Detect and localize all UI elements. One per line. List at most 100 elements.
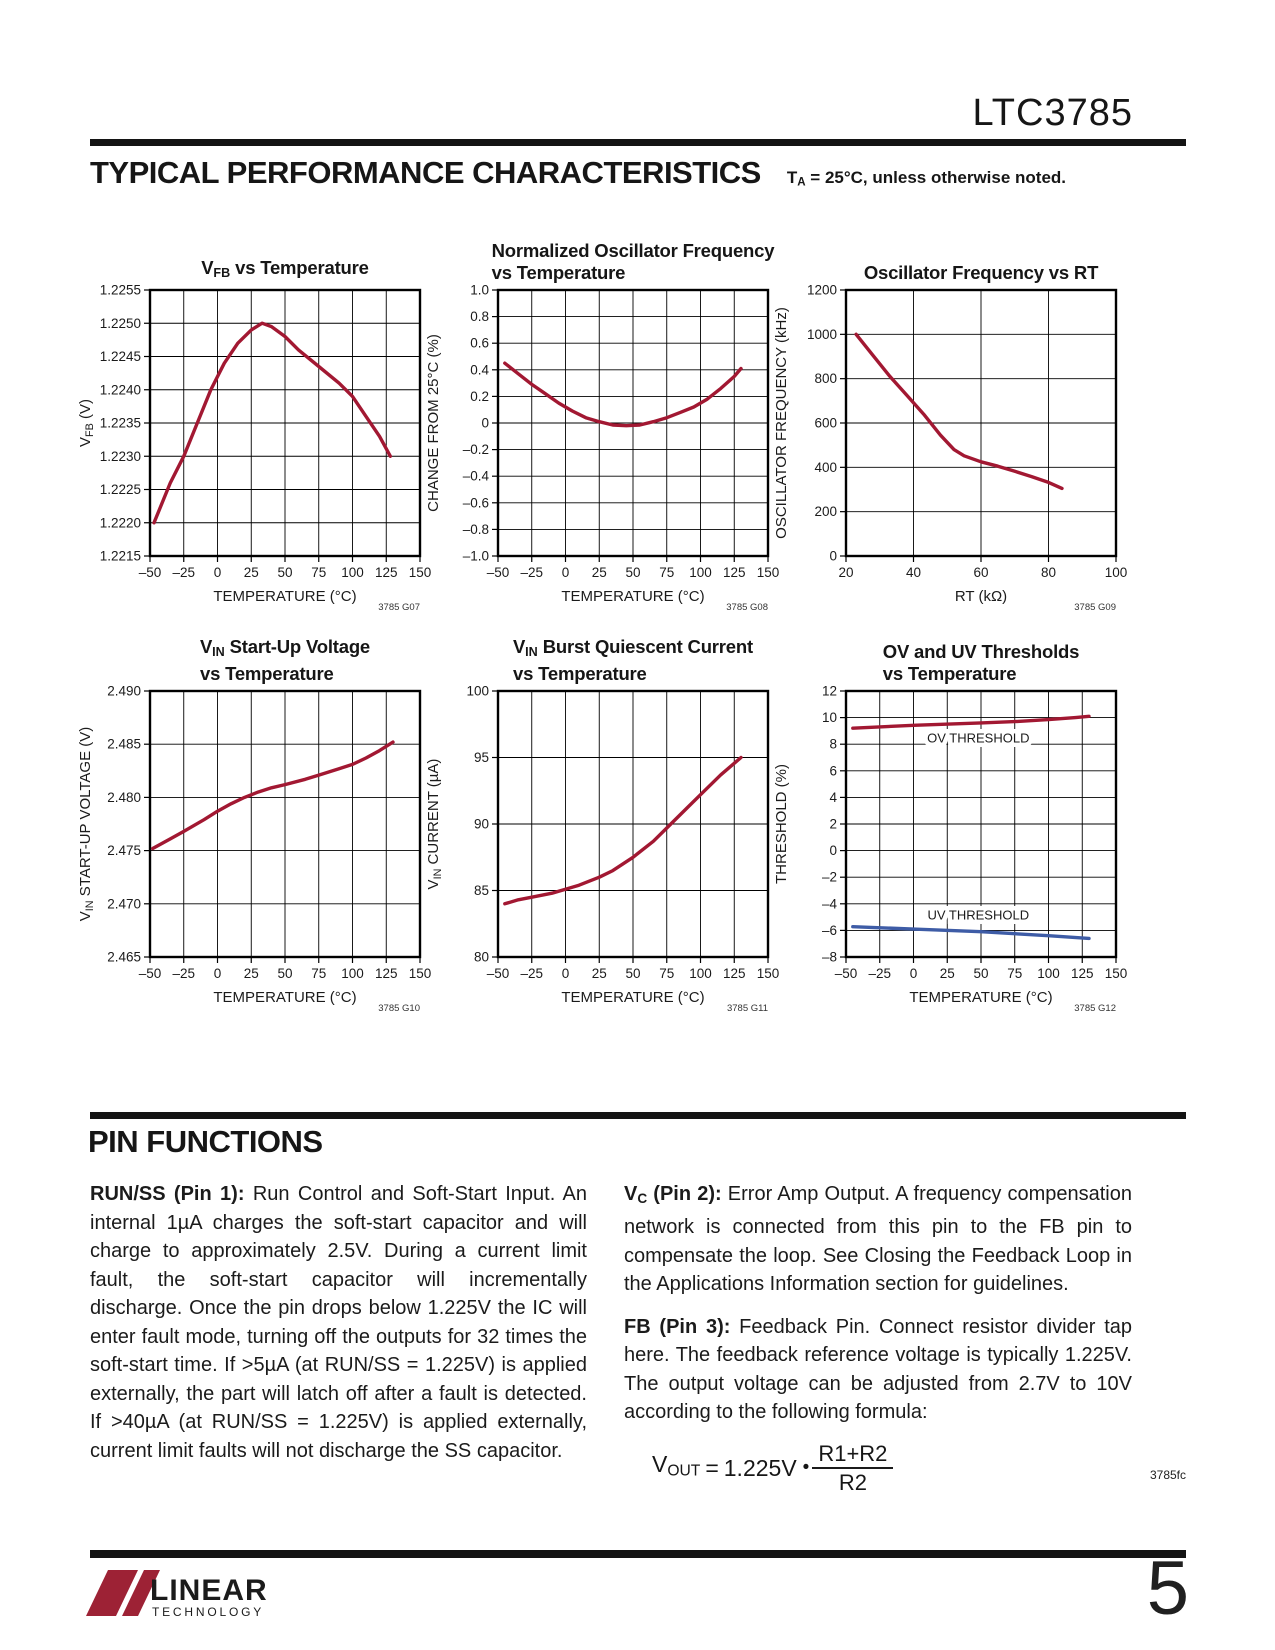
chart-vfb-vs-temperature: VFB vs Temperature –50 –25 0 25 50 75 100 125 15… bbox=[76, 228, 431, 614]
curve-annotation: UV THRESHOLD bbox=[927, 908, 1029, 923]
pin-1-description: RUN/SS (Pin 1): Run Control and Soft-Sta… bbox=[90, 1180, 587, 1465]
x-tick-label: 40 bbox=[906, 565, 921, 580]
x-axis-label: TEMPERATURE (°C) bbox=[213, 588, 356, 605]
chart-id: 3785 G09 bbox=[1074, 602, 1116, 613]
y-tick-label: 1.2240 bbox=[100, 382, 141, 397]
chart-title: Oscillator Frequency vs RT bbox=[836, 228, 1126, 284]
x-axis-label: TEMPERATURE (°C) bbox=[561, 588, 704, 605]
y-tick-label: 1.2225 bbox=[100, 482, 141, 497]
x-tick-label: 75 bbox=[659, 565, 674, 580]
chart-canvas: –50 –25 0 25 50 75 100 125 150 100 95 90 85 80 TEMPERA… bbox=[425, 684, 779, 1007]
y-tick-label: 2.475 bbox=[107, 843, 141, 858]
pin-functions-rule bbox=[90, 1112, 1186, 1119]
pin-functions-right-column: VC (Pin 2): Error Amp Output. A frequenc… bbox=[624, 1180, 1132, 1496]
x-tick-label: 125 bbox=[723, 565, 746, 580]
x-axis-label: TEMPERATURE (°C) bbox=[561, 989, 704, 1006]
pin-2-description: VC (Pin 2): Error Amp Output. A frequenc… bbox=[624, 1180, 1132, 1299]
series-osc-freq bbox=[854, 332, 1064, 491]
x-tick-label: 150 bbox=[1105, 966, 1128, 981]
chart-normalized-oscillator-frequency: Normalized Oscillator Frequency vs Temper… bbox=[424, 228, 779, 614]
plot-border bbox=[496, 288, 770, 558]
y-axis-label: OSCILLATOR FREQUENCY (kHz) bbox=[773, 307, 790, 539]
y-tick-label: 1.0 bbox=[470, 283, 489, 298]
x-tick-label: 0 bbox=[214, 565, 222, 580]
x-tick-label: –25 bbox=[520, 565, 543, 580]
y-tick-label: 2 bbox=[829, 817, 837, 832]
x-tick-label: 100 bbox=[689, 966, 712, 981]
y-tick-label: 90 bbox=[474, 817, 489, 832]
formula-multiply-dot: • bbox=[802, 1457, 810, 1479]
curve-annotation: OV THRESHOLD bbox=[927, 731, 1029, 746]
y-tick-label: 1.2220 bbox=[100, 515, 141, 530]
lt-logo-mark-right bbox=[122, 1570, 160, 1616]
y-tick-label: 800 bbox=[814, 371, 837, 386]
x-tick-label: –25 bbox=[868, 966, 891, 981]
y-tick-label: 1200 bbox=[807, 283, 837, 298]
x-tick-label: 150 bbox=[757, 966, 780, 981]
x-tick-label: 100 bbox=[1105, 565, 1128, 580]
chart-title: Normalized Oscillator Frequency vs Temper… bbox=[488, 228, 778, 284]
pin-functions-left-column: RUN/SS (Pin 1): Run Control and Soft-Sta… bbox=[90, 1180, 587, 1479]
chart-vin-burst-quiescent-current: VIN Burst Quiescent Current vs Temperatur… bbox=[424, 629, 779, 1015]
chart-title: OV and UV Thresholds vs Temperature bbox=[836, 629, 1126, 685]
x-tick-label: 0 bbox=[562, 565, 570, 580]
formula-denominator: R2 bbox=[812, 1467, 894, 1495]
x-tick-label: 50 bbox=[973, 966, 988, 981]
chart-canvas: –50 –25 0 25 50 75 100 125 150 1.0 0.8 0.6 0.4 0.2 0 –0… bbox=[425, 283, 779, 606]
series-vfb bbox=[152, 321, 392, 525]
x-tick-label: 100 bbox=[1037, 966, 1060, 981]
pin-2-body: Error Amp Output. A frequency compensati… bbox=[624, 1183, 1132, 1296]
y-tick-label: 0 bbox=[481, 416, 489, 431]
x-tick-label: 100 bbox=[341, 565, 364, 580]
chart-title-text: OV and UV Thresholds vs Temperature bbox=[882, 641, 1080, 684]
y-tick-label: –4 bbox=[822, 896, 838, 911]
plot-border bbox=[844, 288, 1118, 558]
y-axis-label: VIN START-UP VOLTAGE (V) bbox=[77, 727, 96, 921]
x-tick-label: 25 bbox=[244, 565, 259, 580]
x-tick-label: –50 bbox=[487, 966, 510, 981]
linear-technology-logo: LINEAR TECHNOLOGY bbox=[86, 1570, 267, 1619]
y-tick-label: 0.4 bbox=[470, 362, 489, 377]
footer-rule bbox=[90, 1550, 1186, 1558]
series-vin-current bbox=[503, 755, 743, 906]
chart-id: 3785 G08 bbox=[726, 602, 768, 613]
x-tick-label: –50 bbox=[487, 565, 510, 580]
pin-3-description: FB (Pin 3): Feedback Pin. Connect resist… bbox=[624, 1313, 1132, 1427]
header-rule bbox=[90, 139, 1186, 146]
x-tick-label: 125 bbox=[723, 966, 746, 981]
y-tick-label: 80 bbox=[474, 950, 489, 965]
y-tick-label: 1000 bbox=[807, 327, 837, 342]
plot-border bbox=[148, 689, 422, 959]
x-tick-label: 25 bbox=[592, 966, 607, 981]
chart-title-text: Oscillator Frequency vs RT bbox=[863, 262, 1099, 283]
y-tick-label: –0.4 bbox=[463, 469, 490, 484]
y-tick-label: 2.470 bbox=[107, 896, 141, 911]
y-tick-label: –2 bbox=[822, 870, 837, 885]
x-tick-label: 75 bbox=[659, 966, 674, 981]
x-tick-label: 125 bbox=[1071, 966, 1094, 981]
x-tick-label: 0 bbox=[214, 966, 222, 981]
y-tick-label: 0.6 bbox=[470, 336, 489, 351]
pin-functions-title: PIN FUNCTIONS bbox=[88, 1124, 323, 1159]
section-title: TYPICAL PERFORMANCE CHARACTERISTICS bbox=[90, 155, 761, 190]
x-tick-label: 75 bbox=[311, 565, 326, 580]
x-tick-label: 150 bbox=[757, 565, 780, 580]
y-tick-label: 1.2215 bbox=[100, 549, 141, 564]
y-tick-label: 600 bbox=[814, 416, 837, 431]
y-tick-label: 2.480 bbox=[107, 790, 141, 805]
y-tick-label: 1.2245 bbox=[100, 349, 141, 364]
x-tick-label: 150 bbox=[409, 565, 432, 580]
y-tick-label: –1.0 bbox=[463, 549, 489, 564]
y-tick-label: 0 bbox=[829, 549, 837, 564]
y-tick-label: 8 bbox=[829, 737, 837, 752]
x-axis-label: TEMPERATURE (°C) bbox=[213, 989, 356, 1006]
pin-1-lead: RUN/SS (Pin 1): bbox=[90, 1183, 245, 1205]
y-tick-label: –0.2 bbox=[463, 442, 489, 457]
x-axis-label: RT (kΩ) bbox=[955, 588, 1007, 605]
chart-title: VFB vs Temperature bbox=[140, 228, 430, 284]
x-tick-label: 60 bbox=[973, 565, 988, 580]
formula-value: 1.225V bbox=[723, 1455, 797, 1482]
y-tick-label: 100 bbox=[466, 684, 489, 699]
y-tick-label: 85 bbox=[474, 883, 489, 898]
